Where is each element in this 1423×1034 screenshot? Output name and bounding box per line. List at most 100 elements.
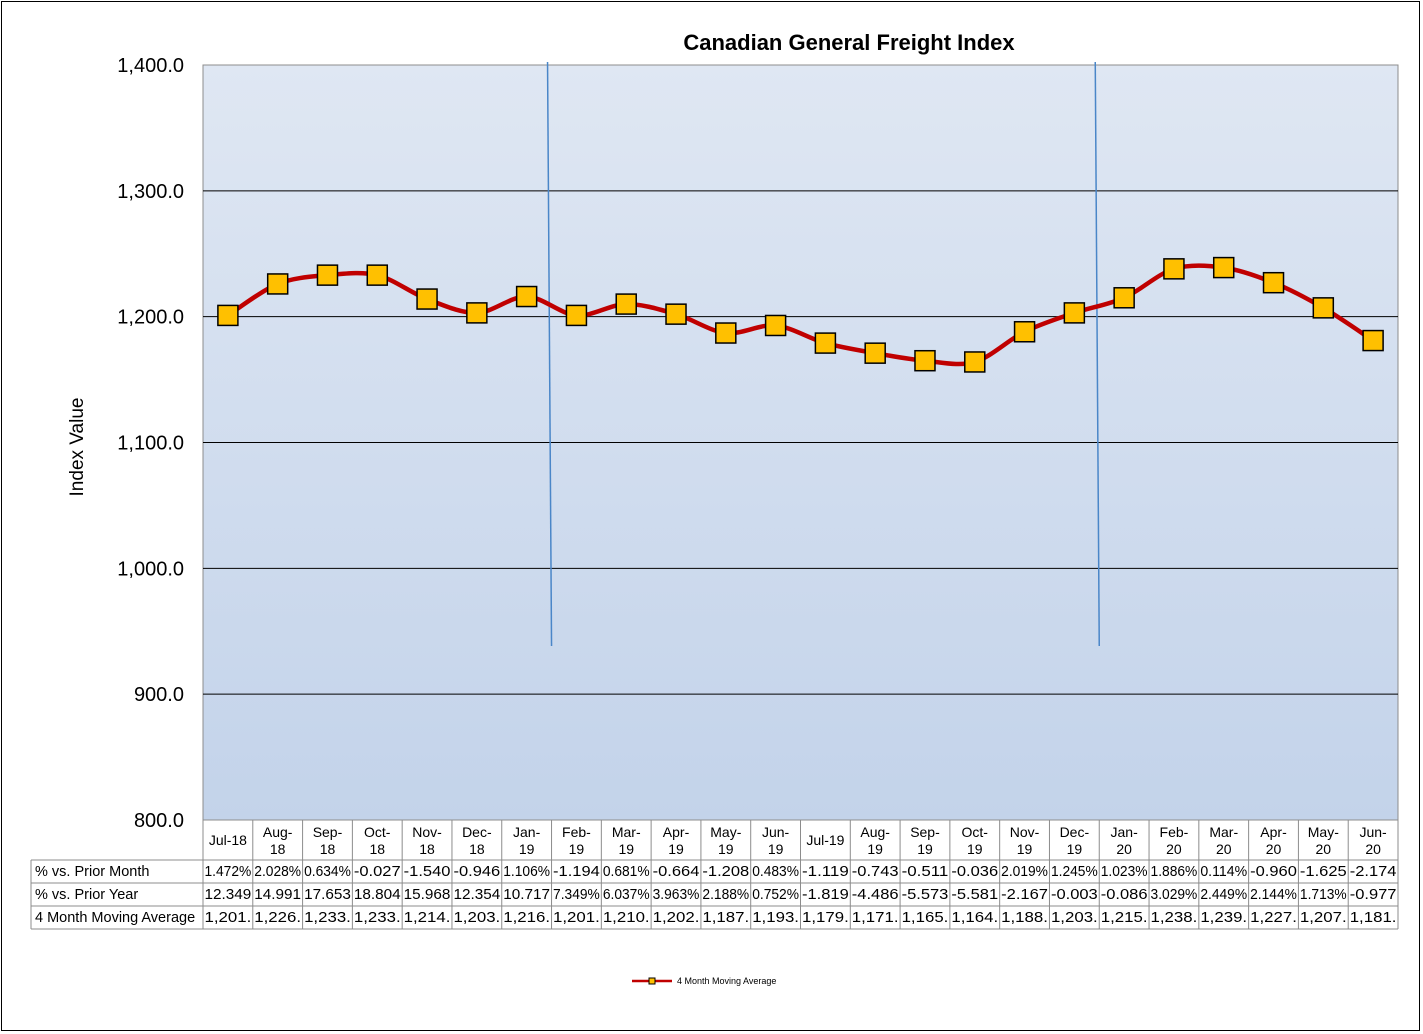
x-tick-label: 18	[419, 841, 435, 857]
table-cell: -1.819	[802, 887, 849, 903]
table-cell: 1,239.	[1200, 910, 1247, 926]
table-cell: -0.664	[653, 864, 700, 880]
table-cell: -0.946	[453, 864, 500, 880]
table-cell: 1,226.	[254, 910, 301, 926]
x-tick-label: Dec-	[462, 824, 492, 840]
table-cell: 1,215.	[1101, 910, 1148, 926]
table-cell: 18.804	[354, 887, 401, 903]
x-tick-label: 18	[270, 841, 286, 857]
vertical-marker-line	[1094, 61, 1100, 647]
table-cell: 12.354	[453, 887, 500, 903]
data-point-marker	[864, 342, 886, 364]
data-point-marker	[366, 264, 389, 286]
data-point-marker	[1063, 302, 1086, 324]
table-cell: -0.086	[1101, 887, 1148, 903]
x-tick-label: 19	[668, 841, 684, 857]
table-cell: 1,164.	[951, 910, 998, 926]
x-tick-label: Aug-	[263, 824, 293, 840]
table-cell: 17.653	[304, 887, 351, 903]
x-tick-label: Oct-	[962, 824, 989, 840]
table-cell: -0.977	[1350, 887, 1397, 903]
table-cell: 1,202.	[653, 910, 700, 926]
table-cell: 0.752%	[752, 887, 799, 903]
table-cell: 1.245%	[1051, 864, 1098, 880]
x-tick-label: Sep-	[313, 824, 343, 840]
x-tick-label: 19	[618, 841, 634, 857]
x-tick-label: 19	[569, 841, 585, 857]
data-point-marker	[615, 293, 637, 315]
x-tick-label: Jul-18	[209, 832, 247, 848]
table-row-header: % vs. Prior Month	[35, 864, 149, 880]
x-tick-label: Feb-	[562, 824, 591, 840]
y-axis-title: Index Value	[67, 398, 88, 497]
x-tick-label: Dec-	[1060, 824, 1090, 840]
y-tick-label: 1,300.0	[117, 181, 184, 203]
table-cell: 2.019%	[1001, 864, 1048, 880]
table-cell: 1,201.	[205, 910, 252, 926]
table-cell: -0.511	[902, 864, 949, 880]
y-tick-label: 900.0	[134, 684, 184, 706]
table-cell: 1,216.	[503, 910, 550, 926]
table-cell: 0.483%	[752, 864, 799, 880]
table-cell: -0.960	[1250, 864, 1297, 880]
x-tick-label: Aug-	[860, 824, 890, 840]
x-tick-label: 19	[1067, 841, 1083, 857]
x-tick-label: Nov-	[1010, 824, 1040, 840]
x-tick-label: Jan-	[513, 824, 541, 840]
legend-label: 4 Month Moving Average	[677, 976, 776, 986]
x-tick-label: 20	[1166, 841, 1182, 857]
data-point-marker	[665, 303, 687, 325]
data-point-marker	[715, 322, 737, 344]
x-tick-label: 19	[867, 841, 883, 857]
table-cell: 1.886%	[1151, 864, 1198, 880]
chart-title: Canadian General Freight Index	[683, 30, 1015, 55]
table-cell: 10.717	[503, 887, 550, 903]
data-point-marker	[814, 332, 837, 354]
table-cell: -0.003	[1051, 887, 1098, 903]
table-cell: 1,165.	[902, 910, 949, 926]
table-cell: 15.968	[404, 887, 451, 903]
x-tick-label: Apr-	[1260, 824, 1287, 840]
table-cell: 1,188.	[1001, 910, 1048, 926]
x-tick-label: Jun-	[762, 824, 790, 840]
x-tick-label: 19	[917, 841, 933, 857]
x-tick-label: Sep-	[910, 824, 940, 840]
table-cell: 2.449%	[1200, 887, 1247, 903]
table-cell: -1.194	[553, 864, 600, 880]
data-point-marker	[1163, 258, 1185, 280]
legend-marker-swatch	[648, 977, 656, 985]
x-tick-label: May-	[710, 824, 741, 840]
x-tick-label: 19	[1017, 841, 1033, 857]
table-cell: 1,233.	[354, 910, 401, 926]
x-tick-label: 19	[718, 841, 734, 857]
data-point-marker	[515, 285, 538, 308]
data-point-marker	[1212, 256, 1235, 279]
x-tick-label: Nov-	[412, 824, 442, 840]
x-tick-label: 20	[1116, 841, 1132, 857]
table-cell: 3.963%	[653, 887, 700, 903]
table-cell: 1.106%	[503, 864, 550, 880]
table-cell: 1,207.	[1300, 910, 1347, 926]
x-tick-label: 20	[1266, 841, 1282, 857]
table-cell: 1,187.	[702, 910, 749, 926]
table-cell: 1,238.	[1151, 910, 1198, 926]
table-cell: 1.472%	[205, 864, 252, 880]
x-tick-label: Jan-	[1111, 824, 1139, 840]
x-tick-label: Feb-	[1160, 824, 1189, 840]
data-point-marker	[1362, 329, 1384, 352]
x-tick-label: 19	[519, 841, 535, 857]
table-cell: -2.167	[1001, 887, 1048, 903]
table-cell: 1,214.	[404, 910, 451, 926]
data-point-marker	[266, 273, 289, 295]
data-point-marker	[964, 351, 986, 373]
x-tick-label: Mar-	[612, 824, 641, 840]
x-tick-label: 20	[1365, 841, 1381, 857]
data-point-marker	[1262, 271, 1285, 294]
x-tick-label: Mar-	[1209, 824, 1238, 840]
table-cell: 7.349%	[553, 887, 600, 903]
data-point-marker	[217, 304, 239, 327]
table-cell: 3.029%	[1151, 887, 1198, 903]
x-tick-label: 20	[1316, 841, 1332, 857]
table-cell: -0.743	[852, 864, 899, 880]
table-cell: -0.027	[354, 864, 401, 880]
